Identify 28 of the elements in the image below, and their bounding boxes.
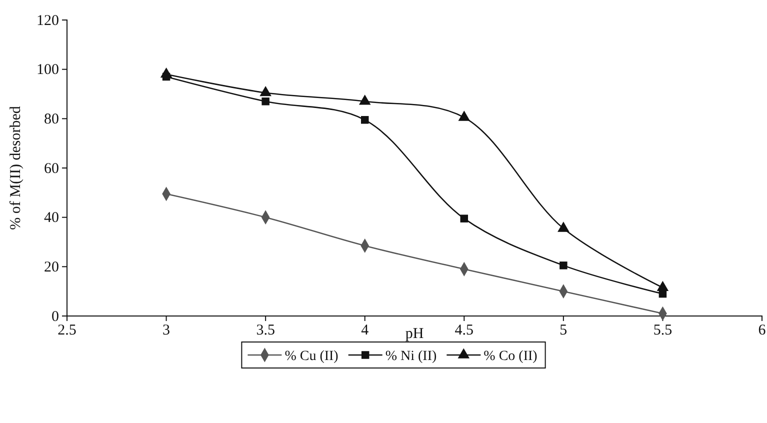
y-tick-label: 100 [36, 62, 59, 78]
point [460, 214, 468, 222]
legend-label: % Ni (II) [385, 348, 437, 364]
point [260, 86, 272, 96]
x-axis-title: pH [405, 326, 424, 342]
y-tick-label: 80 [44, 111, 59, 128]
y-tick-label: 40 [44, 210, 59, 226]
point [358, 94, 371, 105]
legend-label: % Co (II) [484, 348, 538, 364]
y-axis-title: % of M(II) desorbed [8, 106, 24, 230]
y-tick-label: 20 [44, 259, 59, 276]
point [558, 222, 570, 232]
point [262, 98, 270, 106]
point [560, 262, 568, 270]
y-tick-label: 120 [36, 12, 59, 29]
y-tick-label: 60 [44, 160, 59, 177]
x-tick-label: 5 [560, 322, 568, 339]
point [360, 116, 369, 124]
y-tick-label: 0 [52, 308, 59, 325]
x-tick-label: 4 [361, 322, 370, 339]
point [458, 110, 470, 121]
x-tick-label: 4.5 [454, 322, 474, 339]
x-tick-label: 2.5 [58, 322, 76, 339]
legend-label: % Cu (II) [284, 348, 339, 364]
x-tick-label: 6 [758, 322, 766, 339]
x-tick-label: 3.5 [256, 322, 275, 339]
x-tick-label: 3 [162, 322, 170, 339]
x-tick-label: 5.5 [653, 322, 672, 339]
